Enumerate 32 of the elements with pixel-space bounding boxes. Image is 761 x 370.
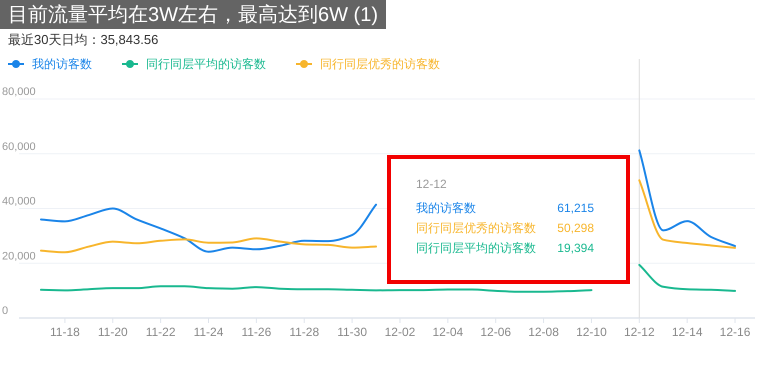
annotation: 我的访客数: [416, 201, 476, 215]
x-tick-label: 12-12: [624, 325, 655, 339]
y-tick-label: 20,000: [2, 250, 36, 262]
legend-label: 同行同层优秀的访客数: [320, 57, 440, 71]
x-tick-label: 12-16: [720, 325, 751, 339]
x-tick-label: 11-30: [337, 325, 368, 339]
annotation: 19,394: [557, 241, 594, 255]
chart-title: 目前流量平均在3W左右，最高达到6W (1): [8, 3, 378, 26]
y-tick-label: 0: [2, 305, 8, 317]
annotation: 61,215: [557, 201, 594, 215]
x-tick-label: 11-22: [146, 325, 176, 339]
x-tick-label: 12-08: [528, 325, 560, 339]
x-tick-label: 12-02: [384, 325, 416, 339]
x-tick-label: 12-10: [576, 325, 608, 339]
x-tick-label: 11-24: [194, 325, 224, 339]
x-tick-label: 11-28: [289, 325, 320, 339]
x-tick-label: 11-20: [98, 325, 128, 339]
legend-label: 我的访客数: [32, 57, 92, 71]
legend-label: 同行同层平均的访客数: [146, 57, 266, 71]
annotation: 同行同层平均的访客数: [416, 241, 536, 255]
x-tick-label: 12-14: [672, 325, 703, 339]
annotation: 同行同层优秀的访客数: [416, 221, 536, 235]
annotation: 50,298: [557, 221, 594, 235]
chart-subtitle: 最近30天日均：35,843.56: [8, 32, 158, 47]
annotation: 12-12: [416, 177, 448, 191]
y-tick-label: 60,000: [2, 140, 36, 153]
x-tick-label: 11-18: [50, 325, 80, 339]
x-tick-label: 12-04: [432, 325, 464, 339]
y-tick-label: 80,000: [2, 86, 36, 98]
x-tick-label: 12-06: [480, 325, 512, 339]
y-tick-label: 40,000: [2, 196, 36, 208]
x-tick-label: 11-26: [241, 325, 272, 339]
